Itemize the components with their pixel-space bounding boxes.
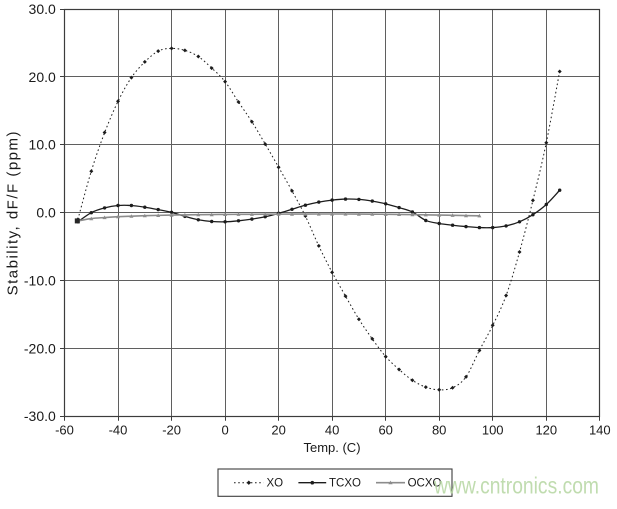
svg-text:-20: -20 — [162, 423, 181, 438]
svg-text:OCXO: OCXO — [408, 477, 442, 489]
svg-text:0.0: 0.0 — [36, 205, 56, 221]
svg-text:60: 60 — [378, 423, 392, 438]
svg-text:XO: XO — [267, 477, 284, 489]
svg-text:www.cntronics.com: www.cntronics.com — [433, 473, 599, 499]
svg-text:0: 0 — [221, 423, 228, 438]
svg-text:10.0: 10.0 — [29, 137, 56, 153]
svg-text:-60: -60 — [55, 423, 74, 438]
svg-text:Stability, dF/F (ppm): Stability, dF/F (ppm) — [5, 130, 22, 295]
svg-text:TCXO: TCXO — [329, 477, 361, 489]
svg-text:40: 40 — [325, 423, 339, 438]
svg-text:140: 140 — [589, 423, 611, 438]
svg-text:-10.0: -10.0 — [24, 272, 56, 288]
svg-text:-30.0: -30.0 — [24, 408, 56, 424]
svg-text:-20.0: -20.0 — [24, 340, 56, 356]
svg-text:100: 100 — [482, 423, 504, 438]
svg-text:20: 20 — [271, 423, 285, 438]
svg-text:20.0: 20.0 — [29, 69, 56, 85]
svg-text:Temp. (C): Temp. (C) — [303, 440, 360, 455]
svg-text:-40: -40 — [109, 423, 128, 438]
svg-text:80: 80 — [432, 423, 446, 438]
svg-text:120: 120 — [535, 423, 557, 438]
svg-text:30.0: 30.0 — [29, 1, 56, 17]
